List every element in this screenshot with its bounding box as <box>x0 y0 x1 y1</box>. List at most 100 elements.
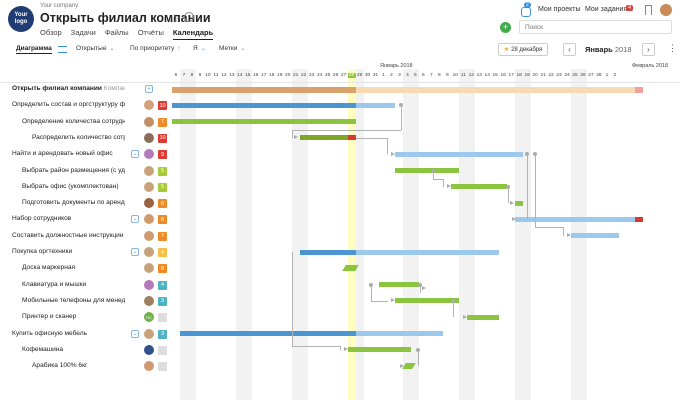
task-label[interactable]: Составить должностные инструкции <box>12 232 125 239</box>
task-label[interactable]: Определение количества сотрудников <box>22 118 125 125</box>
tab-reports[interactable]: Отчёты <box>137 28 164 37</box>
expand-toggle-icon[interactable]: ⌄ <box>131 150 139 159</box>
task-label[interactable]: Набор сотрудников <box>12 215 125 222</box>
assignee-avatar[interactable] <box>144 247 154 257</box>
task-bar[interactable] <box>395 298 460 304</box>
task-bar[interactable] <box>571 233 619 239</box>
task-bar[interactable] <box>179 331 356 336</box>
task-bar[interactable] <box>467 314 500 320</box>
assignee-avatar[interactable] <box>144 230 154 241</box>
assignee-avatar[interactable] <box>144 165 154 176</box>
expand-toggle-icon[interactable]: ⌄ <box>131 329 139 338</box>
priority-badge <box>158 362 167 372</box>
bookmark-icon[interactable] <box>645 5 652 15</box>
task-label[interactable]: Определить состав и оргструктуру ф <box>12 101 125 108</box>
priority-badge: 7 <box>158 231 167 241</box>
company-logo[interactable]: Your logo <box>8 6 34 32</box>
assignee-avatar[interactable] <box>144 181 154 192</box>
task-bar[interactable] <box>172 119 356 125</box>
notification-bell-icon[interactable] <box>521 7 531 17</box>
assignee-avatar[interactable] <box>144 263 154 274</box>
task-bar-planned[interactable] <box>355 249 500 255</box>
assignee-avatar[interactable] <box>144 100 154 111</box>
project-tabs: Обзор Задачи Файлы Отчёты Календарь <box>40 28 214 40</box>
task-bar[interactable] <box>299 249 356 255</box>
assignee-avatar[interactable] <box>144 361 154 372</box>
day-label: 8 <box>190 73 194 78</box>
task-bar-planned[interactable] <box>355 331 444 336</box>
task-bar[interactable] <box>299 135 348 141</box>
task-label[interactable]: Распределить количество сотрудни <box>32 134 125 141</box>
task-label[interactable]: Арабика 100% 6кг <box>32 362 125 369</box>
view-diagram-tab[interactable]: Диаграмма <box>16 45 52 54</box>
assignee-avatar[interactable] <box>144 149 154 160</box>
gear-icon[interactable] <box>184 12 194 22</box>
company-name[interactable]: Your company <box>40 3 79 9</box>
task-label[interactable]: Купить офисную мебель <box>12 330 125 337</box>
task-label[interactable]: Клавиатура и мышки <box>22 281 125 288</box>
tab-files[interactable]: Файлы <box>104 28 129 37</box>
today-date-button[interactable]: ★ 28 декабря <box>498 43 548 56</box>
task-bar[interactable] <box>395 168 460 173</box>
status-filter[interactable]: Открытые ⌄ <box>76 45 114 52</box>
task-bar[interactable] <box>451 184 508 190</box>
task-bar[interactable] <box>515 216 635 222</box>
gantt-view-icon[interactable] <box>58 46 67 53</box>
task-label[interactable]: Кофемашина <box>22 346 125 353</box>
prev-month-button[interactable]: ‹ <box>563 43 576 56</box>
assignee-avatar[interactable] <box>144 198 154 209</box>
task-bar[interactable] <box>347 347 412 353</box>
user-avatar[interactable] <box>660 4 672 16</box>
task-bar[interactable] <box>172 102 356 108</box>
expand-toggle-icon[interactable]: ⌄ <box>131 215 139 224</box>
project-bar-planned[interactable] <box>172 86 635 93</box>
sort-filter[interactable]: По приоритету ↑ <box>130 45 180 52</box>
task-bar-planned[interactable] <box>355 102 396 108</box>
assignee-avatar[interactable] <box>144 328 154 339</box>
my-projects-link[interactable]: Мои проекты <box>538 6 581 13</box>
star-icon[interactable]: ☆ <box>170 13 180 25</box>
assignee-avatar[interactable] <box>144 132 154 143</box>
assignee-filter[interactable]: Я ⌄ <box>193 45 206 52</box>
project-bar-progress[interactable] <box>172 86 356 93</box>
task-label[interactable]: Открыть филиал компании Компания Тест <box>12 85 125 92</box>
task-bar[interactable] <box>395 151 524 157</box>
expand-toggle-icon[interactable]: ⌄ <box>131 248 139 256</box>
assignee-avatar[interactable]: ПС <box>144 312 154 323</box>
priority-badge: 5 <box>158 182 167 192</box>
task-bar-overdue[interactable] <box>347 135 356 141</box>
task-label[interactable]: Выбрать район размещения (с удобной <box>22 167 125 174</box>
tab-overview[interactable]: Обзор <box>40 28 62 37</box>
task-label[interactable]: Выбрать офис (укомплектован) <box>22 183 125 190</box>
assignee-avatar[interactable] <box>144 295 154 306</box>
day-label: 23 <box>308 73 315 78</box>
dependency-line <box>340 345 341 350</box>
my-tasks-link[interactable]: Мои задания <box>585 6 628 13</box>
more-options-icon[interactable]: ⋮ <box>668 43 677 53</box>
assignee-avatar[interactable] <box>144 279 154 290</box>
task-bar[interactable] <box>379 282 420 288</box>
dependency-line <box>420 284 421 293</box>
assignee-avatar[interactable] <box>144 116 154 127</box>
task-label[interactable]: Мобильные телефоны для менеджеров <box>22 297 125 304</box>
task-label[interactable]: Найти и арендовать новый офис <box>12 150 125 157</box>
search-input[interactable] <box>519 20 672 34</box>
task-label[interactable]: Доска маркерная <box>22 264 125 271</box>
add-subtask-button[interactable]: + <box>145 85 153 93</box>
tab-calendar[interactable]: Календарь <box>172 28 214 40</box>
task-bar-overdue[interactable] <box>634 216 643 222</box>
task-label[interactable]: Покупка оргтехники <box>12 248 125 255</box>
assignee-avatar[interactable] <box>144 214 154 225</box>
assignee-avatar[interactable] <box>144 344 154 355</box>
task-title: Принтер и сканер <box>22 313 77 321</box>
weekend-column <box>459 69 468 400</box>
task-label[interactable]: Подготовить документы по аренде офи <box>22 199 125 206</box>
tags-filter[interactable]: Метки ⌄ <box>219 45 245 52</box>
add-button[interactable]: + <box>500 22 511 33</box>
task-bar[interactable] <box>515 200 524 206</box>
project-bar-overdue[interactable] <box>634 86 643 93</box>
tab-tasks[interactable]: Задачи <box>70 28 96 37</box>
task-label[interactable]: Принтер и сканер <box>22 313 125 320</box>
next-month-button[interactable]: › <box>642 43 655 56</box>
day-label: 28 <box>596 73 602 78</box>
